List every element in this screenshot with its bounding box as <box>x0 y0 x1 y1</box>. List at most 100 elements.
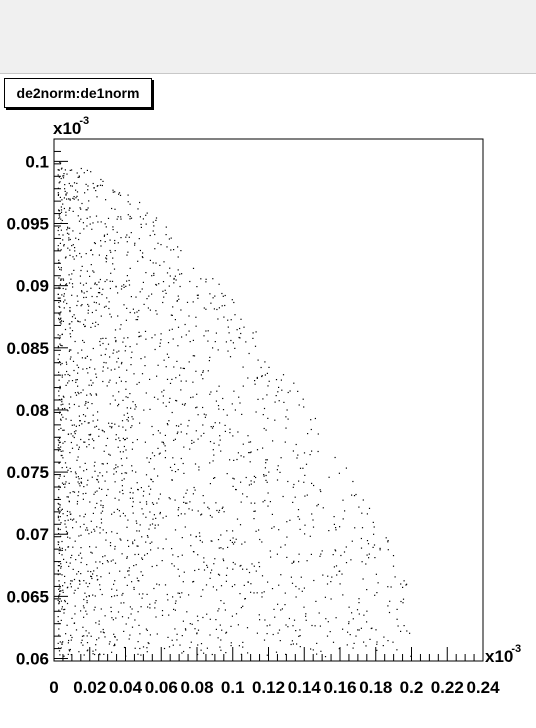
scatter-point <box>60 600 62 602</box>
chart-title-box[interactable]: de2norm:de1norm <box>4 78 152 108</box>
scatter-point <box>69 227 71 229</box>
scatter-point <box>366 554 368 556</box>
scatter-point <box>274 401 276 403</box>
scatter-point <box>113 595 116 597</box>
scatter-point <box>263 475 265 477</box>
scatter-point <box>263 474 265 476</box>
scatter-point <box>65 194 67 196</box>
scatter-point <box>88 533 90 535</box>
scatter-point <box>61 547 63 549</box>
scatter-point <box>132 401 134 403</box>
scatter-point <box>284 441 286 443</box>
scatter-point <box>130 613 132 615</box>
scatter-point <box>142 252 144 254</box>
scatter-point <box>221 292 223 295</box>
scatter-point <box>206 647 208 649</box>
scatter-point <box>146 503 148 505</box>
scatter-point <box>60 427 62 429</box>
scatter-point <box>120 288 123 290</box>
scatter-point <box>58 266 60 268</box>
scatter-point <box>173 249 175 251</box>
scatter-point <box>334 456 336 459</box>
scatter-point <box>183 446 185 448</box>
scatter-point <box>58 596 60 598</box>
scatter-point <box>189 341 191 343</box>
scatter-point <box>181 336 183 338</box>
scatter-point <box>368 553 370 555</box>
scatter-point <box>198 469 200 471</box>
scatter-point <box>120 218 122 220</box>
scatter-point <box>60 321 62 323</box>
scatter-point <box>64 190 66 192</box>
scatter-point <box>58 550 60 552</box>
scatter-point <box>210 572 212 574</box>
scatter-point <box>209 618 211 620</box>
scatter-point <box>397 625 399 627</box>
scatter-point <box>250 480 252 482</box>
scatter-point <box>81 349 83 351</box>
scatter-point <box>93 528 95 530</box>
scatter-point <box>234 584 236 586</box>
scatter-point <box>119 515 121 517</box>
scatter-point <box>69 650 71 652</box>
scatter-point <box>101 488 103 490</box>
scatter-point <box>129 203 131 205</box>
scatter-point <box>358 598 360 600</box>
scatter-point <box>59 441 61 443</box>
scatter-point <box>80 269 82 272</box>
scatter-point <box>59 587 61 589</box>
scatter-point <box>139 422 141 424</box>
scatter-point <box>85 596 88 598</box>
scatter-point <box>57 229 59 232</box>
scatter-point <box>84 420 86 423</box>
scatter-point <box>58 259 60 261</box>
scatter-point <box>174 529 177 531</box>
scatter-point <box>95 649 97 651</box>
scatter-point <box>94 242 96 245</box>
scatter-point <box>222 295 224 297</box>
scatter-point <box>57 599 59 601</box>
scatter-point <box>68 182 70 185</box>
scatter-point <box>102 337 104 339</box>
scatter-point <box>64 169 66 171</box>
scatter-point <box>58 509 60 511</box>
scatter-point <box>352 647 354 649</box>
scatter-point <box>169 397 171 399</box>
scatter-point <box>96 284 98 286</box>
scatter-point <box>113 511 115 513</box>
scatter-point <box>216 390 218 392</box>
scatter-point <box>79 466 81 468</box>
scatter-point <box>154 524 156 526</box>
scatter-point <box>207 506 209 508</box>
scatter-point <box>181 273 183 275</box>
scatter-point <box>189 501 191 503</box>
scatter-point <box>145 501 148 503</box>
scatter-point <box>287 418 289 420</box>
scatter-point <box>112 352 114 354</box>
scatter-point <box>146 651 148 653</box>
scatter-point <box>258 614 260 616</box>
scatter-point <box>116 361 118 363</box>
scatter-point <box>60 206 62 208</box>
scatter-point <box>76 191 79 193</box>
scatter-point <box>223 602 225 604</box>
scatter-point <box>309 535 311 537</box>
scatter-point <box>181 592 183 594</box>
scatter-point <box>96 575 98 577</box>
scatter-point <box>63 207 65 210</box>
x-tick-label: 0.08 <box>180 678 213 697</box>
scatter-point <box>262 414 264 416</box>
scatter-point <box>89 223 91 225</box>
scatter-point <box>279 471 281 473</box>
scatter-point <box>93 301 95 303</box>
scatter-point <box>335 565 338 567</box>
scatter-point <box>62 395 64 397</box>
scatter-point <box>146 457 148 459</box>
scatter-point <box>80 256 82 258</box>
scatter-point <box>339 583 341 585</box>
scatter-point <box>162 548 164 550</box>
scatter-point <box>278 386 280 388</box>
scatter-point <box>102 463 104 465</box>
scatter-point <box>310 553 312 555</box>
scatter-point <box>83 486 85 488</box>
